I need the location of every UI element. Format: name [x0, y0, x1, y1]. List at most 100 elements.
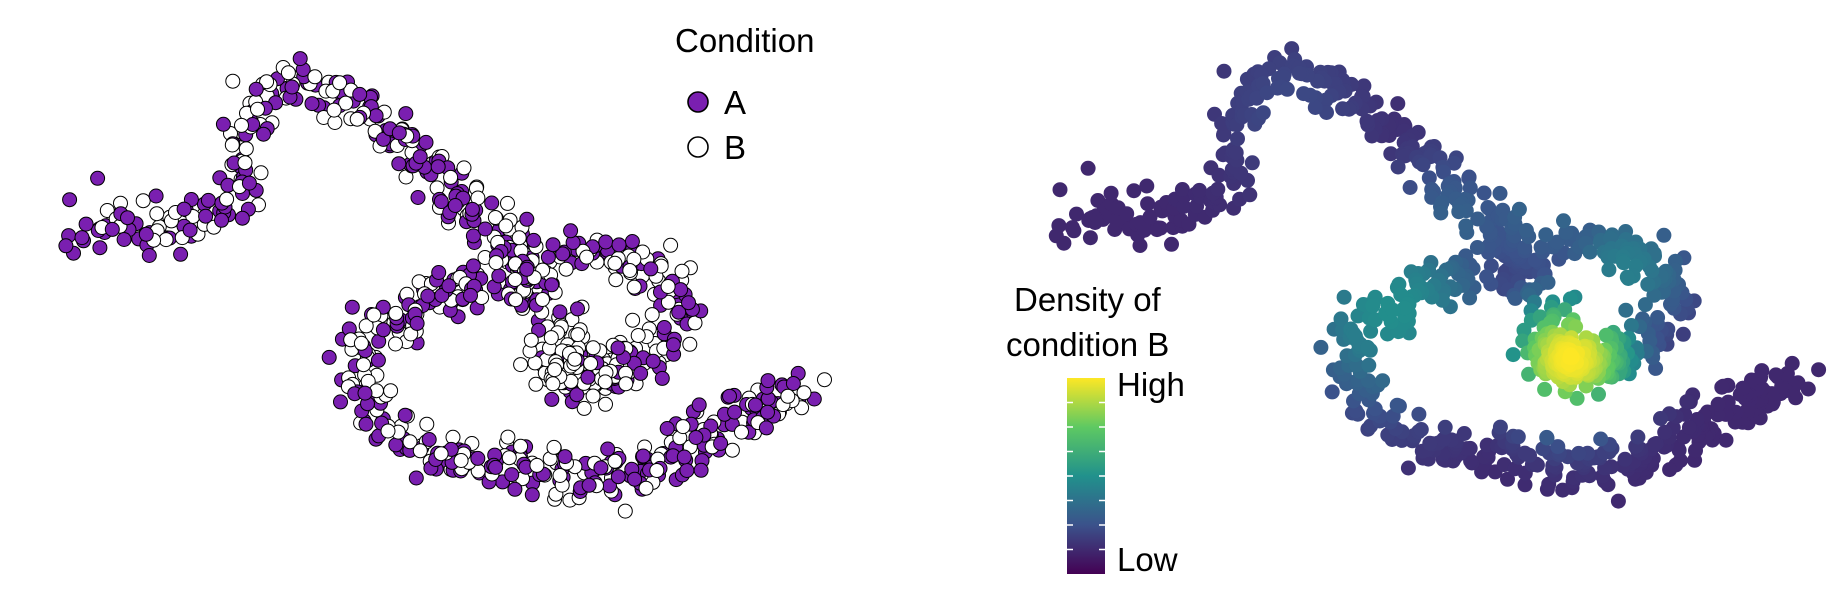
colorbar-title-line1: Density of [1014, 281, 1162, 318]
point-condition-b [638, 480, 654, 496]
density-point [1623, 318, 1639, 333]
density-colorbar-legend: Density of condition B High Low [1006, 281, 1185, 578]
point-condition-b [501, 450, 517, 466]
point-condition-b [567, 351, 583, 367]
point-condition-b [546, 439, 562, 455]
point-condition-a [635, 448, 651, 464]
point-condition-a [321, 349, 337, 365]
density-point [1056, 235, 1072, 251]
point-condition-b [307, 69, 323, 85]
density-point [1433, 205, 1449, 221]
density-point [1350, 308, 1366, 324]
point-condition-b [545, 376, 561, 392]
point-condition-a [758, 420, 774, 436]
point-condition-a [420, 288, 436, 304]
point-condition-b [358, 318, 374, 334]
density-point [1593, 431, 1609, 447]
point-condition-a [654, 370, 670, 386]
point-condition-b [598, 396, 613, 412]
point-condition-a [409, 315, 425, 331]
point-condition-b [552, 468, 568, 483]
point-condition-a [120, 210, 135, 226]
point-condition-b [356, 357, 371, 373]
point-condition-a [116, 232, 132, 247]
density-point [1390, 159, 1406, 175]
point-condition-a [557, 449, 573, 465]
point-condition-a [563, 223, 579, 239]
point-condition-a [421, 432, 437, 447]
point-condition-a [358, 416, 374, 432]
point-condition-a [785, 376, 801, 391]
density-point [1557, 302, 1573, 318]
point-condition-a [182, 222, 198, 238]
point-condition-a [352, 86, 368, 102]
point-condition-b [734, 424, 749, 440]
point-condition-a [463, 287, 478, 303]
point-condition-a [234, 210, 250, 226]
point-condition-a [397, 407, 413, 423]
density-point [1397, 300, 1412, 316]
point-condition-a [465, 258, 481, 274]
density-point [1230, 131, 1245, 147]
point-condition-a [58, 238, 74, 254]
point-condition-a [441, 278, 457, 294]
point-condition-b [583, 356, 599, 371]
point-condition-b [626, 279, 642, 295]
density-point [1389, 397, 1405, 413]
point-condition-a [645, 353, 661, 369]
density-point [1784, 355, 1800, 371]
density-point [1517, 445, 1533, 461]
point-condition-a [491, 268, 507, 284]
point-condition-a [569, 387, 585, 403]
density-point [1064, 220, 1080, 236]
density-point [1347, 328, 1363, 344]
density-point [1479, 269, 1495, 285]
density-point [1383, 146, 1399, 162]
density-point [1139, 178, 1155, 194]
point-condition-a [78, 216, 94, 232]
density-point [1591, 386, 1606, 402]
point-condition-b [388, 305, 404, 321]
point-condition-a [484, 195, 500, 211]
colorbar-low-label: Low [1117, 541, 1178, 578]
density-point [1640, 276, 1656, 292]
legend-label-a: A [724, 84, 746, 121]
density-point [1174, 182, 1190, 197]
point-condition-b [402, 434, 418, 450]
point-condition-a [398, 106, 414, 122]
density-point [1255, 105, 1271, 121]
point-condition-b [412, 443, 428, 459]
point-condition-a [138, 226, 154, 242]
point-condition-b [724, 442, 740, 458]
point-condition-a [519, 211, 535, 227]
density-point [1375, 373, 1391, 389]
density-point [1538, 227, 1554, 243]
density-point [1569, 390, 1585, 406]
point-condition-a [248, 81, 264, 97]
legend-marker-a [687, 91, 709, 113]
density-point [1462, 180, 1478, 196]
density-point [1714, 379, 1730, 395]
density-point [1521, 366, 1537, 382]
density-point [1556, 213, 1571, 229]
point-condition-a [408, 470, 424, 486]
density-point [1324, 384, 1340, 400]
point-condition-a [214, 212, 229, 228]
point-condition-a [570, 301, 585, 317]
point-condition-a [519, 261, 535, 277]
point-condition-b [513, 357, 529, 373]
density-point [1142, 209, 1158, 225]
density-point [1400, 460, 1416, 476]
point-condition-b [618, 376, 634, 392]
point-condition-b [644, 307, 660, 323]
point-condition-a [691, 397, 707, 413]
point-condition-b [617, 503, 633, 519]
point-condition-a [760, 404, 775, 420]
density-point [1422, 435, 1438, 451]
point-condition-b [585, 340, 601, 356]
density-point [1518, 222, 1534, 238]
density-point [1242, 187, 1258, 203]
density-point [1515, 333, 1531, 349]
point-condition-b [498, 218, 514, 234]
density-point [1397, 148, 1413, 164]
